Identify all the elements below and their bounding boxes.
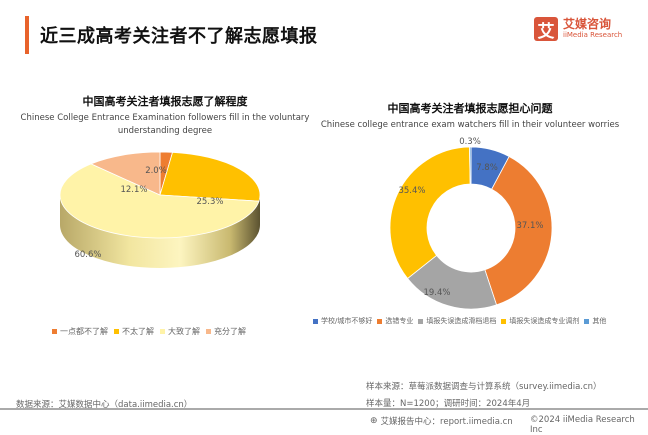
- legend-swatch: [160, 329, 165, 334]
- legend-swatch: [206, 329, 211, 334]
- legend-label: 充分了解: [214, 327, 246, 336]
- legend-item: 充分了解: [206, 326, 246, 337]
- donut-label-4: 0.3%: [459, 137, 481, 147]
- logo-cn-text: 艾媒咨询: [563, 17, 612, 31]
- legend-item: 学校/城市不够好: [313, 316, 372, 326]
- right-chart-header: 中国高考关注者填报志愿担心问题 Chinese college entrance…: [320, 100, 620, 132]
- left-chart-subtitle-2: understanding degree: [117, 126, 213, 136]
- legend-label: 大致了解: [168, 327, 200, 336]
- pie-slice: [59, 163, 260, 239]
- legend-swatch: [418, 318, 424, 324]
- pie-label-3: 12.1%: [120, 185, 147, 195]
- pie-chart-3d: 2.0% 25.3% 60.6% 12.1%: [59, 151, 261, 268]
- left-chart-title: 中国高考关注者填报志愿了解程度: [82, 95, 248, 108]
- pie-label-2: 60.6%: [74, 250, 101, 260]
- sample-size: 样本量：N=1200；调研时间：2024年4月: [366, 399, 531, 409]
- footer-divider: [0, 408, 648, 410]
- legend-label: 填报失误造成专业调剂: [509, 317, 580, 325]
- pie-top: [59, 151, 261, 239]
- donut-slice: [484, 155, 553, 306]
- legend-label: 其他: [592, 317, 607, 325]
- pie-label-0: 2.0%: [145, 166, 167, 176]
- legend-swatch: [114, 329, 119, 334]
- donut-ring: [389, 146, 553, 310]
- right-chart-title: 中国高考关注者填报志愿担心问题: [387, 102, 553, 115]
- legend-swatch: [52, 329, 57, 334]
- pie-label-1: 25.3%: [196, 197, 223, 207]
- right-chart-subtitle: Chinese college entrance exam watchers f…: [320, 120, 620, 130]
- donut-label-1: 37.1%: [516, 221, 543, 231]
- data-source: 数据来源：艾媒数据中心（data.iimedia.cn）: [16, 400, 193, 410]
- right-legend: 学校/城市不够好 选错专业 填报失误造成滑档退档 填报失误造成专业调剂 其他: [313, 316, 606, 326]
- legend-label: 选错专业: [385, 317, 414, 325]
- legend-item: 填报失误造成专业调剂: [501, 316, 579, 326]
- page-title: 近三成高考关注者不了解志愿填报: [40, 26, 318, 47]
- legend-label: 一点都不了解: [60, 327, 108, 336]
- pie-slice: [90, 151, 161, 196]
- legend-item: 填报失误造成滑档退档: [418, 316, 496, 326]
- left-chart-header: 中国高考关注者填报志愿了解程度 Chinese College Entrance…: [20, 93, 310, 138]
- legend-label: 不太了解: [122, 327, 154, 336]
- report-center: ⊕ 艾媒报告中心：report.iimedia.cn: [370, 415, 513, 427]
- legend-label: 填报失误造成滑档退档: [426, 317, 497, 325]
- donut-slice: [389, 146, 471, 280]
- legend-swatch: [584, 318, 590, 324]
- legend-item: 不太了解: [114, 326, 154, 337]
- donut-slice: [469, 146, 472, 185]
- pie-side: [60, 195, 260, 268]
- legend-item: 其他: [584, 316, 606, 326]
- legend-label: 学校/城市不够好: [321, 317, 373, 325]
- legend-swatch: [313, 318, 318, 324]
- pie-slice: [159, 151, 261, 202]
- copyright: ©2024 iiMedia Research Inc: [530, 415, 635, 435]
- logo-en-text: iiMedia Research: [563, 31, 623, 39]
- donut-chart: 0.3% 7.8% 37.1% 19.4% 35.4%: [389, 137, 553, 310]
- legend-item: 大致了解: [160, 326, 200, 337]
- title-accent-bar: [25, 16, 29, 54]
- legend-swatch: [377, 318, 383, 324]
- brand-logo: 艾 艾媒咨询 iiMedia Research: [534, 17, 623, 42]
- legend-swatch: [501, 318, 507, 324]
- legend-item: 一点都不了解: [52, 326, 108, 337]
- left-legend: 一点都不了解 不太了解 大致了解 充分了解: [52, 326, 246, 337]
- donut-label-3: 35.4%: [398, 186, 425, 196]
- globe-icon: ⊕: [370, 416, 378, 426]
- legend-item: 选错专业: [377, 316, 413, 326]
- report-center-text: 艾媒报告中心：report.iimedia.cn: [380, 417, 513, 427]
- sample-source: 样本来源：草莓派数据调查与计算系统（survey.iimedia.cn）: [366, 382, 602, 392]
- donut-label-0: 7.8%: [476, 163, 498, 173]
- logo-mark-icon: 艾: [534, 17, 558, 42]
- left-chart-subtitle-1: Chinese College Entrance Examination fol…: [20, 113, 310, 123]
- donut-label-2: 19.4%: [423, 288, 450, 298]
